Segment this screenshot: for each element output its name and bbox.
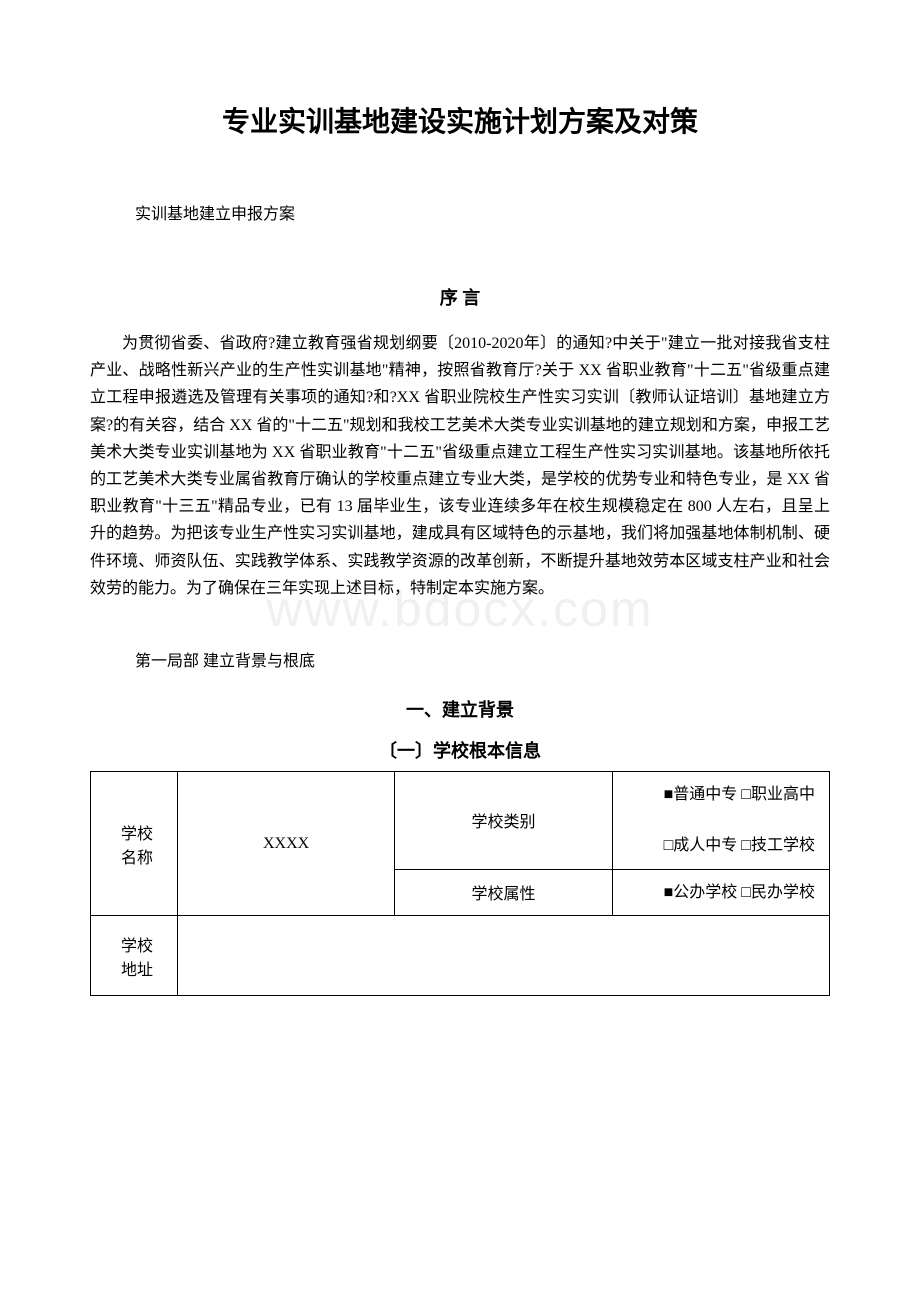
school-property-value: ■公办学校 □民办学校 — [612, 869, 829, 916]
section1-heading: 一、建立背景 — [90, 696, 830, 722]
table-row: 学校地址 — [91, 916, 830, 996]
school-category-label: 学校类别 — [395, 771, 612, 869]
table-row: 学校名称 XXXX 学校类别 ■普通中专 □职业高中 □成人中专 □技工学校 — [91, 771, 830, 869]
part1-heading: 第一局部 建立背景与根底 — [135, 647, 830, 671]
document-title: 专业实训基地建设实施计划方案及对策 — [90, 100, 830, 140]
school-info-table: 学校名称 XXXX 学校类别 ■普通中专 □职业高中 □成人中专 □技工学校 学… — [90, 771, 830, 996]
category-line1: ■普通中专 □职业高中 — [648, 786, 815, 803]
school-category-value: ■普通中专 □职业高中 □成人中专 □技工学校 — [612, 771, 829, 869]
school-name-label: 学校名称 — [91, 771, 178, 915]
school-address-value — [177, 916, 829, 996]
category-line2: □成人中专 □技工学校 — [648, 837, 815, 854]
school-address-label: 学校地址 — [91, 916, 178, 996]
school-property-label: 学校属性 — [395, 869, 612, 916]
subsection1-heading: 〔一〕学校根本信息 — [90, 737, 830, 763]
preface-heading: 序 言 — [90, 284, 830, 310]
school-name-value: XXXX — [177, 771, 394, 915]
document-subtitle: 实训基地建立申报方案 — [135, 200, 830, 224]
preface-body: 为贯彻省委、省政府?建立教育强省规划纲要〔2010-2020年〕的通知?中关于"… — [90, 330, 830, 602]
